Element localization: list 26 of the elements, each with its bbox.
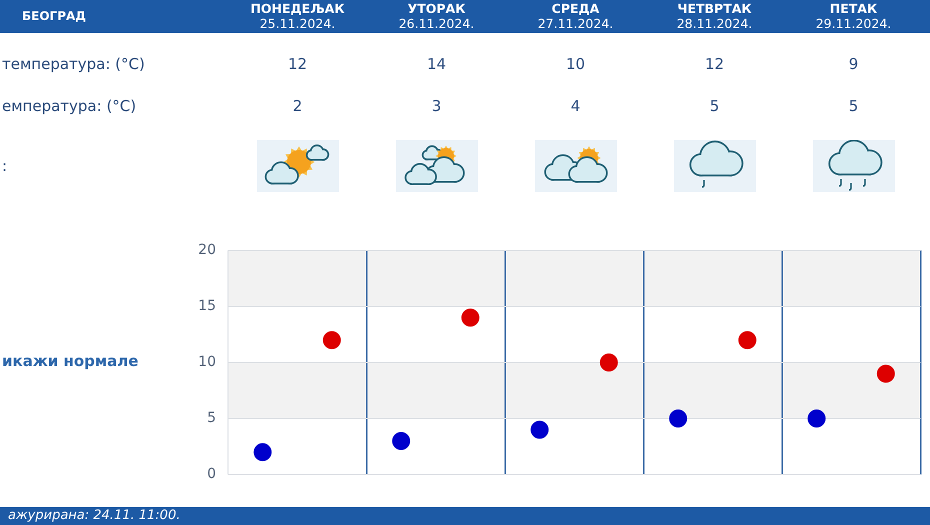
data-label: 5: [708, 97, 720, 115]
data-label: 14: [426, 55, 448, 73]
data-label: 9: [848, 55, 860, 73]
data-label: 12: [704, 55, 726, 73]
text: температура: (°C): [2, 55, 145, 73]
y-tick-label: 15: [198, 298, 216, 314]
data-label: 10: [564, 55, 586, 73]
y-tick-label: 5: [207, 410, 216, 426]
text: икажи нормале: [2, 352, 138, 370]
data-label: 12: [286, 55, 308, 73]
y-tick-label: 0: [207, 466, 216, 482]
data-label: 3: [430, 97, 442, 115]
data-label: 5: [848, 97, 860, 115]
y-tick-label: 20: [198, 242, 216, 258]
text: ЧЕТВРТАК 28.11.2024.: [676, 1, 754, 31]
text: емпература: (°C): [2, 97, 136, 115]
text: ПОНЕДЕЉАК 25.11.2024.: [249, 1, 346, 31]
text: СРЕДА 27.11.2024.: [536, 1, 614, 31]
text: БЕОГРАД: [22, 9, 86, 23]
text: ажурирана: 24.11. 11:00.: [8, 508, 180, 523]
text: УТОРАК 26.11.2024.: [398, 1, 476, 31]
text: :: [2, 157, 8, 175]
data-label: 4: [570, 97, 582, 115]
text: ПЕТАК 29.11.2024.: [814, 1, 892, 31]
y-tick-label: 10: [198, 354, 216, 370]
data-label: 2: [292, 97, 304, 115]
